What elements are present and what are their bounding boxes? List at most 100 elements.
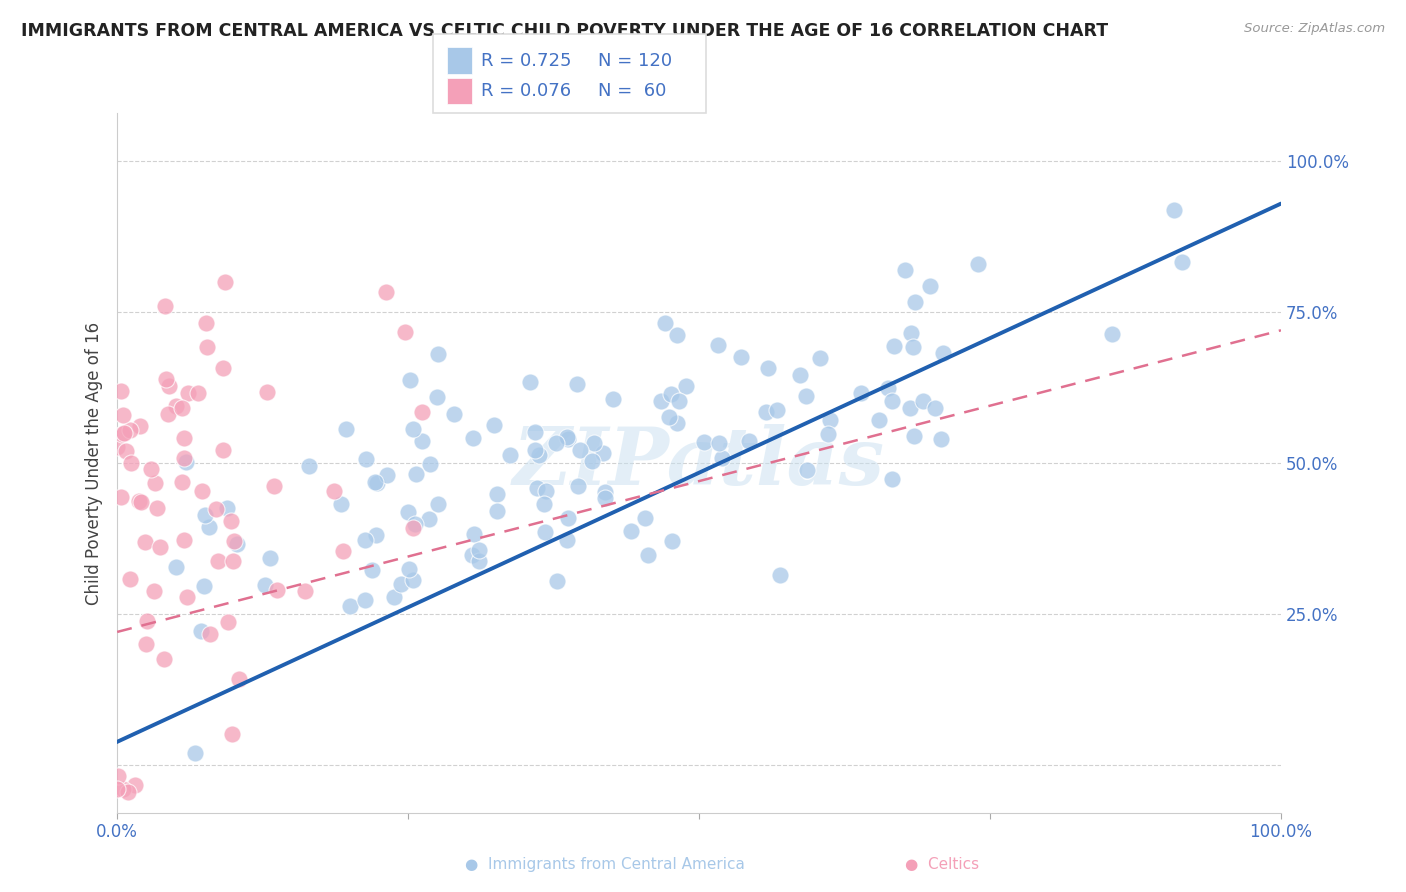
- Point: [411, 434, 433, 448]
- Point: [533, 497, 555, 511]
- Point: [557, 511, 579, 525]
- Point: [883, 339, 905, 353]
- Point: [190, 624, 212, 639]
- Point: [534, 484, 557, 499]
- Y-axis label: Child Poverty Under the Age of 16: Child Poverty Under the Age of 16: [86, 321, 103, 605]
- Point: [354, 592, 377, 607]
- Point: [898, 401, 921, 415]
- Point: [567, 479, 589, 493]
- Point: [111, 426, 134, 441]
- Point: [129, 494, 152, 508]
- Point: [107, 440, 129, 454]
- Point: [546, 436, 568, 450]
- Point: [152, 652, 174, 666]
- Point: [297, 458, 319, 473]
- Point: [1101, 326, 1123, 341]
- Point: [924, 401, 946, 415]
- Point: [256, 385, 278, 400]
- Point: [111, 408, 134, 422]
- Text: ●  Celtics: ● Celtics: [905, 857, 979, 872]
- Text: ●  Immigrants from Central America: ● Immigrants from Central America: [464, 857, 745, 872]
- Point: [932, 346, 955, 360]
- Point: [557, 432, 579, 446]
- Text: N = 120: N = 120: [598, 52, 672, 70]
- Point: [602, 392, 624, 406]
- Point: [157, 379, 180, 393]
- Point: [155, 372, 177, 386]
- Point: [112, 425, 135, 440]
- Point: [882, 472, 904, 486]
- Point: [904, 295, 927, 310]
- Point: [217, 500, 239, 515]
- Point: [110, 490, 132, 504]
- Point: [173, 431, 195, 445]
- Text: R = 0.076: R = 0.076: [481, 82, 571, 100]
- Point: [135, 636, 157, 650]
- Point: [193, 579, 215, 593]
- Point: [128, 418, 150, 433]
- Point: [254, 577, 277, 591]
- Point: [468, 553, 491, 567]
- Point: [377, 468, 399, 483]
- Point: [461, 548, 484, 562]
- Point: [191, 483, 214, 498]
- Point: [207, 553, 229, 567]
- Point: [661, 387, 683, 401]
- Point: [165, 399, 187, 413]
- Point: [394, 326, 416, 340]
- Point: [194, 316, 217, 330]
- Point: [796, 462, 818, 476]
- Point: [135, 614, 157, 628]
- Point: [204, 501, 226, 516]
- Point: [818, 413, 841, 427]
- Point: [634, 511, 657, 525]
- Point: [658, 409, 681, 424]
- Point: [555, 533, 578, 548]
- Point: [709, 436, 731, 450]
- Point: [808, 351, 831, 366]
- Point: [322, 484, 344, 499]
- Point: [620, 524, 643, 538]
- Point: [912, 393, 935, 408]
- Point: [222, 534, 245, 549]
- Point: [1171, 254, 1194, 268]
- Point: [198, 627, 221, 641]
- Point: [375, 285, 398, 299]
- Point: [402, 422, 425, 436]
- Point: [817, 427, 839, 442]
- Point: [730, 351, 752, 365]
- Point: [877, 381, 900, 395]
- Point: [485, 504, 508, 518]
- Point: [411, 405, 433, 419]
- Point: [398, 562, 420, 576]
- Point: [361, 563, 384, 577]
- Point: [366, 475, 388, 490]
- Point: [177, 385, 200, 400]
- Point: [143, 584, 166, 599]
- Point: [153, 299, 176, 313]
- Point: [139, 461, 162, 475]
- Point: [593, 485, 616, 500]
- Point: [901, 340, 924, 354]
- Point: [499, 448, 522, 462]
- Point: [894, 263, 917, 277]
- Point: [335, 422, 357, 436]
- Point: [195, 340, 218, 354]
- Point: [354, 451, 377, 466]
- Point: [738, 434, 761, 449]
- Point: [217, 615, 239, 629]
- Point: [118, 423, 141, 437]
- Point: [115, 444, 138, 458]
- Point: [399, 373, 422, 387]
- Point: [582, 435, 605, 450]
- Text: ZIPatlas: ZIPatlas: [513, 425, 886, 502]
- Point: [134, 534, 156, 549]
- Point: [332, 544, 354, 558]
- Point: [149, 540, 172, 554]
- Point: [569, 443, 592, 458]
- Point: [461, 431, 484, 445]
- Point: [707, 338, 730, 352]
- Point: [868, 413, 890, 427]
- Point: [654, 316, 676, 330]
- Point: [174, 455, 197, 469]
